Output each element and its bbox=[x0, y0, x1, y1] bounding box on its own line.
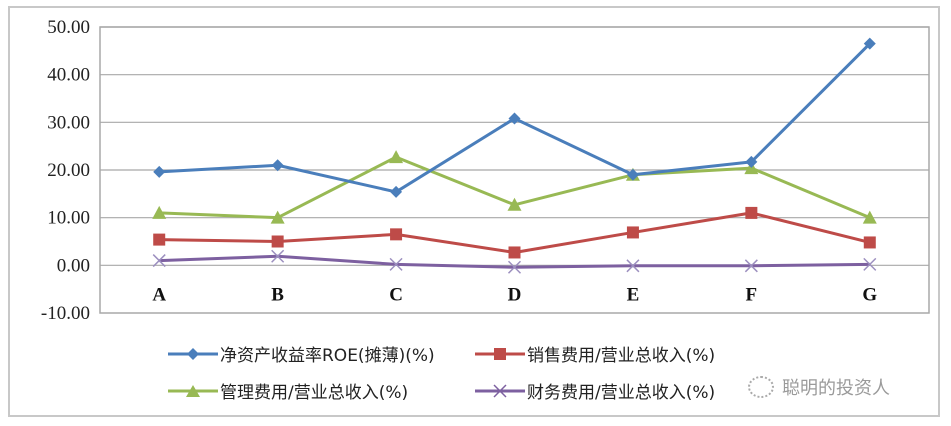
x-marker-icon bbox=[475, 383, 525, 398]
data-point bbox=[863, 236, 876, 249]
data-point bbox=[389, 257, 403, 271]
legend-label: 销售费用/营业总收入(%) bbox=[527, 346, 716, 366]
data-point bbox=[271, 159, 284, 172]
data-point bbox=[152, 254, 166, 268]
x-tick-label: B bbox=[271, 284, 284, 305]
series-line bbox=[153, 37, 876, 198]
x-tick-label: F bbox=[746, 284, 758, 305]
legend-label: 管理费用/营业总收入(%) bbox=[220, 383, 409, 403]
data-point bbox=[508, 112, 521, 125]
legend-label: 净资产收益率ROE(摊薄)(%) bbox=[220, 346, 435, 366]
data-point bbox=[390, 185, 403, 198]
data-point bbox=[270, 210, 285, 224]
y-tick-label: -10.00 bbox=[41, 303, 90, 324]
data-point bbox=[153, 233, 166, 246]
diamond-marker-icon bbox=[168, 347, 218, 361]
legend-item-sales: 销售费用/营业总收入(%) bbox=[475, 341, 715, 366]
data-point bbox=[271, 235, 284, 248]
data-point bbox=[507, 260, 522, 274]
legend-item-roe: 净资产收益率ROE(摊薄)(%) bbox=[168, 341, 435, 366]
y-tick-label: 0.00 bbox=[57, 255, 90, 276]
legend-item-admin: 管理费用/营业总收入(%) bbox=[168, 378, 408, 403]
data-point bbox=[152, 205, 167, 219]
x-tick-label: A bbox=[152, 284, 166, 305]
data-point bbox=[390, 228, 403, 241]
data-point bbox=[626, 226, 639, 239]
data-point bbox=[863, 37, 876, 50]
data-point bbox=[862, 210, 877, 224]
y-tick-label: 20.00 bbox=[47, 160, 90, 181]
triangle-marker-icon bbox=[168, 384, 218, 398]
data-point bbox=[745, 206, 758, 219]
data-point bbox=[507, 197, 522, 211]
data-point bbox=[626, 259, 640, 273]
square-marker-icon bbox=[475, 347, 525, 361]
legend-label: 财务费用/营业总收入(%) bbox=[527, 383, 716, 403]
x-tick-label: E bbox=[627, 284, 640, 305]
series-line bbox=[152, 249, 877, 274]
y-tick-label: 50.00 bbox=[47, 17, 90, 38]
data-point bbox=[745, 155, 758, 168]
watermark: 聪明的投资人 bbox=[748, 374, 890, 400]
wechat-icon bbox=[748, 376, 774, 398]
data-point bbox=[153, 165, 166, 178]
x-tick-label: D bbox=[508, 284, 522, 305]
watermark-text: 聪明的投资人 bbox=[782, 378, 890, 399]
y-tick-label: 10.00 bbox=[47, 208, 90, 229]
series-line bbox=[153, 206, 876, 259]
data-point bbox=[744, 259, 758, 273]
data-point bbox=[271, 249, 285, 263]
y-tick-label: 30.00 bbox=[47, 112, 90, 133]
x-tick-label: C bbox=[389, 284, 403, 305]
y-tick-label: 40.00 bbox=[47, 65, 90, 86]
legend-item-finance: 财务费用/营业总收入(%) bbox=[475, 378, 715, 403]
x-tick-label: G bbox=[862, 284, 877, 305]
data-point bbox=[626, 168, 639, 181]
data-point bbox=[508, 246, 521, 259]
data-point bbox=[389, 150, 404, 164]
data-point bbox=[863, 257, 877, 271]
series-line bbox=[152, 150, 877, 224]
